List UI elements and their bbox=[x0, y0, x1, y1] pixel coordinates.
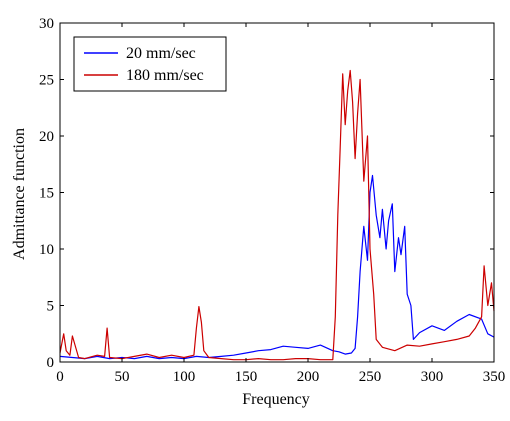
x-axis-title: Frequency bbox=[242, 391, 310, 408]
legend-box bbox=[73, 36, 227, 92]
x-tick-label: 300 bbox=[421, 369, 444, 385]
x-tick-label: 50 bbox=[115, 369, 130, 385]
x-tick-label: 150 bbox=[235, 369, 258, 385]
x-tick-label: 200 bbox=[297, 369, 320, 385]
y-tick-label: 15 bbox=[39, 186, 54, 202]
y-tick-label: 30 bbox=[39, 16, 54, 32]
x-tick-label: 250 bbox=[359, 369, 382, 385]
legend: 20 mm/sec 180 mm/sec bbox=[73, 36, 227, 92]
y-tick-label: 20 bbox=[39, 129, 54, 145]
legend-label: 20 mm/sec bbox=[126, 45, 196, 62]
legend-label: 180 mm/sec bbox=[126, 67, 204, 84]
y-axis-title: Admittance function bbox=[11, 128, 28, 260]
x-tick-label: 0 bbox=[56, 369, 64, 385]
x-tick-label: 100 bbox=[173, 369, 196, 385]
y-tick-label: 10 bbox=[39, 242, 54, 258]
y-tick-label: 5 bbox=[47, 299, 55, 315]
series-line-blue bbox=[59, 174, 495, 360]
series-line-red bbox=[59, 69, 495, 361]
x-tick-label: 350 bbox=[483, 369, 506, 385]
y-tick-label: 0 bbox=[47, 355, 55, 371]
y-tick-label: 25 bbox=[39, 73, 54, 89]
